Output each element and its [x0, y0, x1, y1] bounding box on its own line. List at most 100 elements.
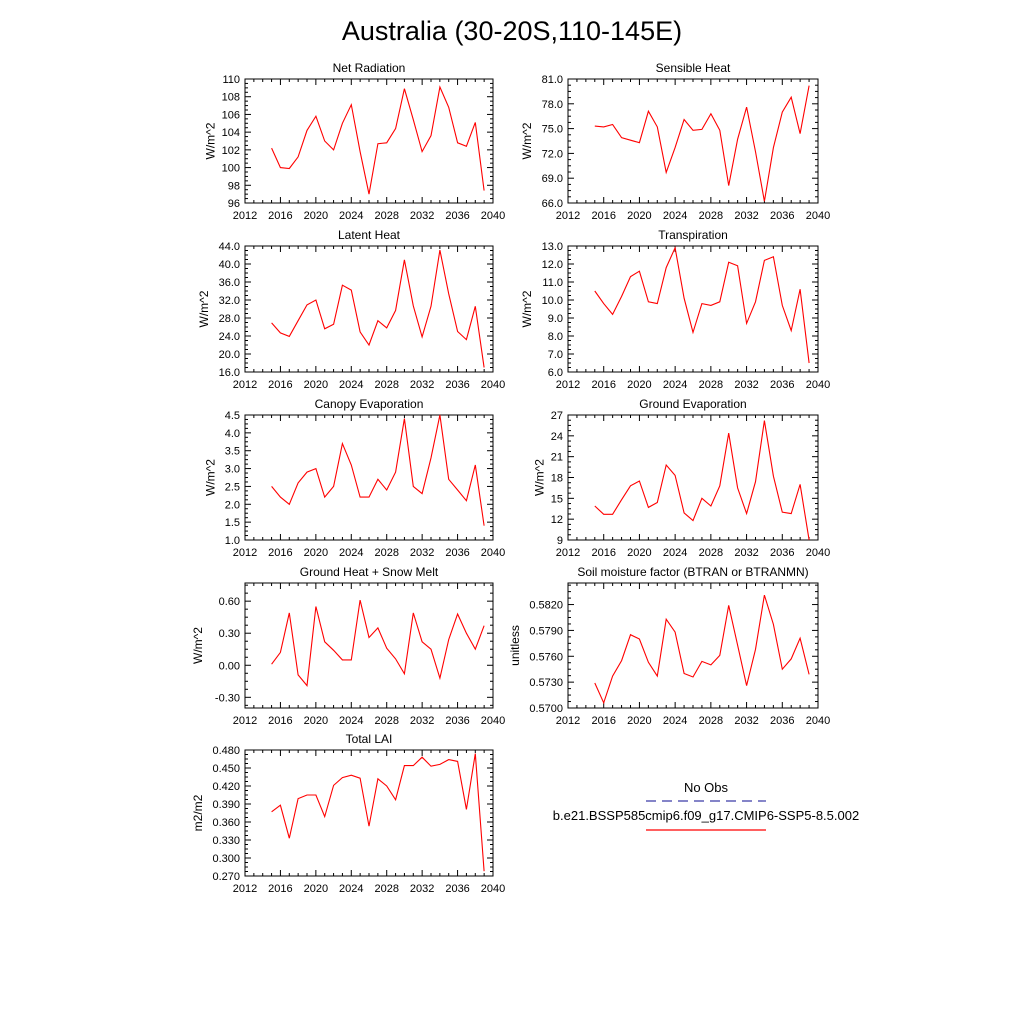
x-tick-label: 2028	[374, 379, 398, 391]
plot-frame	[244, 78, 494, 204]
x-tick-label: 2012	[556, 379, 580, 391]
x-tick-label: 2020	[304, 715, 328, 727]
x-tick-label: 2032	[734, 547, 758, 559]
y-axis-label: W/m^2	[203, 459, 217, 496]
y-tick-label: 108	[222, 92, 240, 104]
y-axis-label: W/m^2	[203, 122, 217, 159]
x-tick-label: 2032	[734, 379, 758, 391]
panel-title: Canopy Evaporation	[315, 397, 424, 411]
y-tick-label: 75.0	[542, 124, 563, 136]
x-tick-label: 2028	[699, 210, 723, 222]
y-tick-label: 32.0	[219, 295, 240, 307]
x-tick-label: 2016	[591, 547, 615, 559]
x-tick-label: 2016	[591, 715, 615, 727]
x-tick-label: 2012	[233, 547, 257, 559]
x-tick-label: 2020	[304, 547, 328, 559]
x-tick-label: 2028	[699, 715, 723, 727]
y-tick-label: 0.330	[212, 835, 240, 847]
panel-9: Total LAI 2012 2016 2020 2024 2028 2032 2036 204…	[191, 732, 505, 895]
x-tick-label: 2028	[699, 379, 723, 391]
y-tick-label: 6.0	[548, 367, 563, 379]
plot-frame	[567, 245, 819, 373]
y-tick-label: 18	[551, 473, 563, 485]
series-line	[271, 414, 485, 526]
y-tick-label: 98	[228, 180, 240, 192]
x-tick-label: 2016	[268, 883, 292, 895]
x-tick-label: 2028	[374, 547, 398, 559]
x-tick-label: 2040	[806, 715, 830, 727]
y-tick-label: 0.60	[219, 596, 240, 608]
y-tick-label: 0.5820	[529, 600, 563, 612]
x-tick-label: 2036	[770, 715, 794, 727]
panel-4: Transpiration 2012 2016 2020 2024 2028 2032 203…	[520, 228, 830, 391]
x-tick-label: 2040	[806, 210, 830, 222]
plot-frame	[567, 582, 819, 709]
legend-model-label: b.e21.BSSP585cmip6.f09_g17.CMIP6-SSP5-8.…	[553, 808, 859, 823]
y-tick-label: 104	[222, 127, 240, 139]
x-tick-label: 2020	[304, 379, 328, 391]
panel-7: Ground Heat + Snow Melt 2012 2016 2020 2024 2…	[191, 565, 505, 727]
panel-5: Canopy Evaporation 2012 2016 2020 2024 2028 20…	[203, 397, 505, 559]
x-tick-label: 2032	[734, 715, 758, 727]
x-tick-label: 2032	[410, 883, 434, 895]
x-tick-label: 2040	[806, 379, 830, 391]
x-tick-label: 2020	[627, 715, 651, 727]
x-tick-label: 2036	[445, 715, 469, 727]
x-tick-label: 2024	[339, 210, 363, 222]
x-tick-label: 2040	[481, 547, 505, 559]
x-tick-label: 2036	[770, 210, 794, 222]
legend-obs-label: No Obs	[684, 780, 729, 795]
x-tick-label: 2024	[663, 210, 687, 222]
x-tick-label: 2012	[233, 379, 257, 391]
x-tick-label: 2024	[339, 547, 363, 559]
y-axis-label: W/m^2	[533, 459, 547, 496]
x-tick-label: 2020	[304, 883, 328, 895]
y-axis-label: W/m^2	[191, 627, 205, 664]
panel-title: Soil moisture factor (BTRAN or BTRANMN)	[577, 565, 808, 579]
y-tick-label: 27	[551, 410, 563, 422]
y-tick-label: 40.0	[219, 259, 240, 271]
x-tick-label: 2020	[627, 379, 651, 391]
x-tick-label: 2012	[233, 715, 257, 727]
x-tick-label: 2028	[374, 883, 398, 895]
series-line	[594, 245, 810, 364]
panel-title: Total LAI	[346, 732, 393, 746]
y-tick-label: 9	[557, 535, 563, 547]
y-tick-label: 0.30	[219, 628, 240, 640]
y-tick-label: 0.270	[212, 871, 240, 883]
y-tick-label: 1.0	[225, 535, 240, 547]
panel-title: Net Radiation	[333, 61, 406, 75]
y-tick-label: 106	[222, 109, 240, 121]
y-tick-label: 0.420	[212, 781, 240, 793]
y-tick-label: 15	[551, 493, 563, 505]
panel-8: Soil moisture factor (BTRAN or BTRANMN) 2…	[508, 565, 830, 727]
x-tick-label: 2016	[268, 547, 292, 559]
y-tick-label: 4.5	[225, 410, 240, 422]
y-tick-label: 110	[222, 74, 240, 86]
y-tick-label: 0.5760	[529, 651, 563, 663]
x-tick-label: 2032	[410, 715, 434, 727]
panel-3: Latent Heat 2012 2016 2020 2024 2028 2032 2036 2…	[197, 228, 505, 391]
y-tick-label: 7.0	[548, 349, 563, 361]
x-tick-label: 2036	[445, 379, 469, 391]
x-tick-label: 2024	[663, 715, 687, 727]
y-tick-label: 3.0	[225, 464, 240, 476]
y-tick-label: 0.5790	[529, 625, 563, 637]
panel-title: Latent Heat	[338, 228, 401, 242]
y-tick-label: 44.0	[219, 241, 240, 253]
y-tick-label: 16.0	[219, 367, 240, 379]
x-tick-label: 2012	[556, 547, 580, 559]
y-tick-label: 69.0	[542, 173, 563, 185]
y-tick-label: 0.300	[212, 853, 240, 865]
y-axis-label: W/m^2	[520, 122, 534, 159]
y-tick-label: 0.390	[212, 799, 240, 811]
x-tick-label: 2016	[268, 715, 292, 727]
y-tick-label: 9.0	[548, 313, 563, 325]
plot-frame	[244, 245, 494, 373]
x-tick-label: 2024	[339, 715, 363, 727]
y-tick-label: 0.5730	[529, 677, 563, 689]
x-tick-label: 2028	[699, 547, 723, 559]
y-tick-label: 0.480	[212, 745, 240, 757]
x-tick-label: 2012	[233, 210, 257, 222]
